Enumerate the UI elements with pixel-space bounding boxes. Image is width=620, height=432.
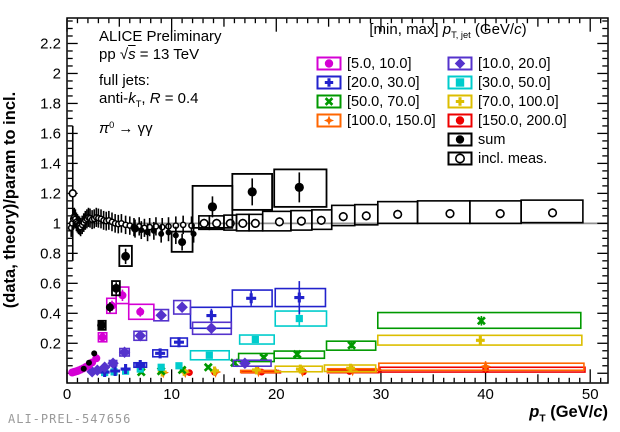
legend-marker-ocircle-icon	[447, 151, 473, 166]
svg-text:50: 50	[582, 386, 599, 403]
x-axis-title: pT (GeV/c)	[529, 403, 608, 425]
series-70-0-100-0	[157, 334, 583, 377]
legend-label: [70.0, 100.0]	[478, 93, 559, 110]
svg-text:0.8: 0.8	[40, 245, 61, 262]
legend-col2-entry-2: [70.0, 100.0]	[447, 92, 567, 111]
annotation-jet-algorithm: anti-kT, R = 0.4	[99, 90, 199, 110]
svg-text:0.4: 0.4	[40, 305, 61, 322]
annotation-experiment: ALICE Preliminary	[99, 28, 222, 45]
y-tick-labels: 0.2 0.4 0.6 0.8 1 1.2 1.4 1.6 1.8 2 2.2	[40, 35, 61, 352]
figure-id-watermark: ALI-PREL-547656	[8, 412, 132, 426]
svg-text:0: 0	[63, 386, 71, 403]
svg-text:30: 30	[373, 386, 390, 403]
legend-col1-entry-0: [5.0, 10.0]	[316, 54, 436, 73]
legend-label: incl. meas.	[478, 150, 548, 167]
legend-col2-entry-3: [150.0, 200.0]	[447, 111, 567, 130]
legend-marker-plus-icon	[316, 75, 342, 90]
legend-label: [5.0, 10.0]	[347, 55, 412, 72]
legend-label: [150.0, 200.0]	[478, 112, 567, 129]
svg-text:1.8: 1.8	[40, 95, 61, 112]
legend-col1-entry-2: [50.0, 70.0]	[316, 92, 436, 111]
axis-ticks	[66, 18, 608, 383]
svg-text:20: 20	[268, 386, 285, 403]
legend-label: [30.0, 50.0]	[478, 74, 551, 91]
annotation-jet-type: full jets:	[99, 72, 150, 89]
legend-header: [min, max] pT, jet (GeV/c)	[369, 21, 527, 41]
legend-marker-circle-icon	[447, 132, 473, 147]
legend-label: [20.0, 30.0]	[347, 74, 420, 91]
svg-text:1.6: 1.6	[40, 125, 61, 142]
legend-marker-diamond-icon	[447, 56, 473, 71]
annotation-collision-system: pp √s = 13 TeV	[99, 46, 200, 63]
legend-marker-star4-icon	[316, 113, 342, 128]
svg-text:2.2: 2.2	[40, 35, 61, 52]
series-sum	[80, 168, 328, 372]
legend-col2-entry-5: incl. meas.	[447, 149, 567, 168]
svg-text:10: 10	[163, 386, 180, 403]
legend-label: [10.0, 20.0]	[478, 55, 551, 72]
series-10-0-20-0	[86, 299, 272, 378]
y-axis-title: (data, theory)/param to incl.	[1, 91, 19, 309]
svg-text:2: 2	[53, 65, 61, 82]
svg-text:1: 1	[53, 215, 61, 232]
legend-col2-entry-0: [10.0, 20.0]	[447, 54, 567, 73]
svg-text:40: 40	[477, 386, 494, 403]
svg-text:1.2: 1.2	[40, 185, 61, 202]
series-incl-meas	[67, 125, 584, 261]
svg-text:0.6: 0.6	[40, 275, 61, 292]
legend-label: [100.0, 150.0]	[347, 112, 436, 129]
legend-marker-circle-icon	[316, 56, 342, 71]
legend-column-2: [10.0, 20.0] [30.0, 50.0] [70.0, 100.0] [15…	[447, 54, 567, 168]
legend-col1-entry-1: [20.0, 30.0]	[316, 73, 436, 92]
legend-label: sum	[478, 131, 506, 148]
legend-label: [50.0, 70.0]	[347, 93, 420, 110]
svg-text:1.4: 1.4	[40, 155, 61, 172]
legend-col2-entry-4: sum	[447, 130, 567, 149]
legend-col1-entry-3: [100.0, 150.0]	[316, 111, 436, 130]
x-tick-labels: 0 10 20 30 40 50	[63, 386, 599, 403]
legend-col2-entry-1: [30.0, 50.0]	[447, 73, 567, 92]
legend-marker-square-icon	[447, 75, 473, 90]
plot-frame	[66, 17, 609, 384]
legend-marker-circle-icon	[447, 113, 473, 128]
svg-text:0.2: 0.2	[40, 335, 61, 352]
annotation-decay-channel: π0 → γγ	[99, 120, 153, 138]
legend-column-1: [5.0, 10.0] [20.0, 30.0] [50.0, 70.0] [100.…	[316, 54, 436, 130]
legend-marker-xmark-icon	[316, 94, 342, 109]
legend-marker-plus-icon	[447, 94, 473, 109]
